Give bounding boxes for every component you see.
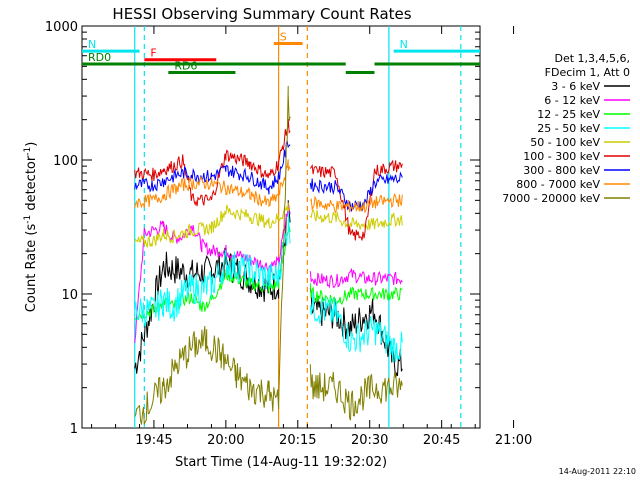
legend-label-4: 50 - 100 keV: [530, 136, 600, 149]
vertical-markers: [134, 26, 462, 428]
series-lines: [134, 85, 403, 425]
x-tick-label-2: 20:15: [279, 433, 316, 448]
plot-area: N N F S RD0 RD6 19:45 20:00 20:15 20:30 20:45 21:0…: [45, 20, 532, 448]
legend-label-5: 100 - 300 keV: [523, 150, 600, 163]
x-tick-label-3: 20:30: [351, 433, 388, 448]
legend-label-7: 800 - 7000 keV: [516, 178, 600, 191]
x-tick-label-1: 20:00: [207, 433, 244, 448]
legend: Det 1,3,4,5,6, FDecim 1, Att 0 3 - 6 keV…: [502, 52, 630, 205]
x-tick-label-4: 20:45: [423, 433, 460, 448]
series-line-7: [134, 159, 403, 214]
series-line-5: [134, 118, 403, 241]
series-line-6: [134, 139, 403, 212]
marker-label-4: RD0: [88, 51, 111, 64]
legend-label-3: 25 - 50 keV: [537, 122, 600, 135]
series-line-4: [134, 202, 403, 249]
x-tick-label-0: 19:45: [135, 433, 172, 448]
marker-label-2: F: [150, 47, 156, 60]
y-axis-ticks: 1 10 100 1000: [45, 20, 480, 437]
series-line-3: [134, 209, 403, 363]
legend-header-2: FDecim 1, Att 0: [545, 66, 630, 79]
legend-header-1: Det 1,3,4,5,6,: [554, 52, 630, 65]
legend-label-8: 7000 - 20000 keV: [502, 192, 600, 205]
y-tick-label-1: 10: [61, 288, 78, 303]
x-tick-label-5: 21:00: [495, 433, 532, 448]
legend-label-0: 3 - 6 keV: [551, 80, 600, 93]
y-axis-label: Count Rate (s-1 detector-1): [23, 142, 39, 313]
y-tick-label-3: 1000: [45, 20, 78, 35]
marker-label-6: RD6: [174, 59, 197, 72]
marker-label-1: N: [400, 38, 408, 51]
chart-title: HESSI Observing Summary Count Rates: [112, 5, 411, 23]
marker-label-3: S: [280, 31, 287, 44]
series-line-8: [134, 85, 403, 425]
observing-markers: N N F S RD0 RD6: [82, 31, 480, 74]
x-axis-label: Start Time (14-Aug-11 19:32:02): [175, 455, 387, 470]
legend-label-6: 300 - 800 keV: [523, 164, 600, 177]
series-line-1: [134, 202, 403, 343]
y-tick-label-2: 100: [53, 154, 78, 169]
y-tick-label-0: 1: [70, 422, 78, 437]
legend-label-1: 6 - 12 keV: [544, 94, 600, 107]
legend-label-2: 12 - 25 keV: [537, 108, 600, 121]
timestamp: 14-Aug-2011 22:10: [559, 467, 636, 476]
x-axis-ticks: 19:45 20:00 20:15 20:30 20:45 21:00: [91, 26, 532, 448]
marker-label-0: N: [88, 38, 96, 51]
plot-frame: [81, 25, 481, 429]
